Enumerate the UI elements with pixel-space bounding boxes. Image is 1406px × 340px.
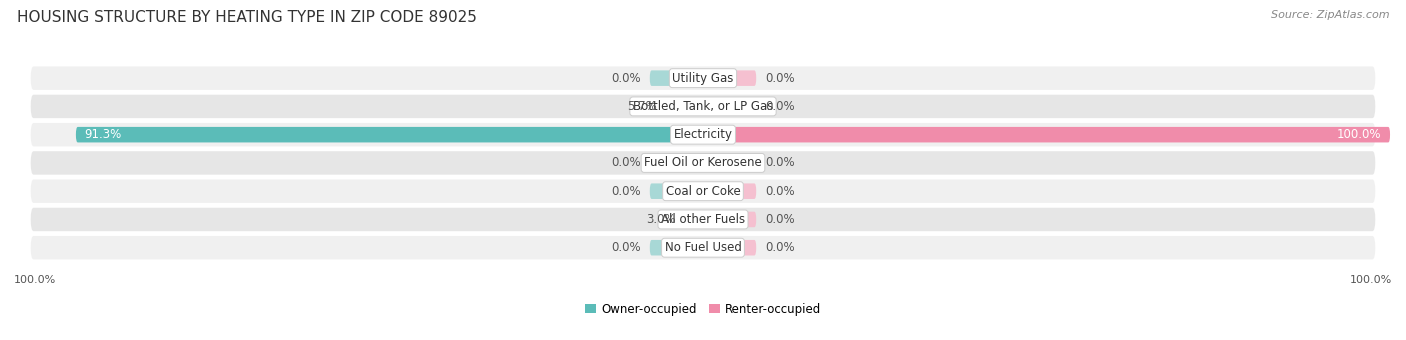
Text: 0.0%: 0.0%: [612, 185, 641, 198]
Text: 0.0%: 0.0%: [765, 213, 794, 226]
Text: HOUSING STRUCTURE BY HEATING TYPE IN ZIP CODE 89025: HOUSING STRUCTURE BY HEATING TYPE IN ZIP…: [17, 10, 477, 25]
FancyBboxPatch shape: [650, 70, 702, 86]
Text: 3.0%: 3.0%: [645, 213, 675, 226]
Text: Source: ZipAtlas.com: Source: ZipAtlas.com: [1271, 10, 1389, 20]
FancyBboxPatch shape: [76, 127, 702, 142]
FancyBboxPatch shape: [650, 183, 702, 199]
Text: Bottled, Tank, or LP Gas: Bottled, Tank, or LP Gas: [633, 100, 773, 113]
Text: 100.0%: 100.0%: [14, 275, 56, 285]
FancyBboxPatch shape: [650, 155, 702, 171]
FancyBboxPatch shape: [31, 123, 1375, 147]
Text: Fuel Oil or Kerosene: Fuel Oil or Kerosene: [644, 156, 762, 169]
FancyBboxPatch shape: [31, 151, 1375, 175]
Text: 0.0%: 0.0%: [765, 241, 794, 254]
FancyBboxPatch shape: [704, 240, 756, 255]
Text: Utility Gas: Utility Gas: [672, 72, 734, 85]
FancyBboxPatch shape: [650, 240, 702, 255]
FancyBboxPatch shape: [704, 155, 756, 171]
Text: 0.0%: 0.0%: [612, 241, 641, 254]
Text: 91.3%: 91.3%: [84, 128, 121, 141]
FancyBboxPatch shape: [31, 95, 1375, 118]
FancyBboxPatch shape: [31, 208, 1375, 231]
Text: 0.0%: 0.0%: [612, 156, 641, 169]
Text: 0.0%: 0.0%: [765, 100, 794, 113]
FancyBboxPatch shape: [704, 127, 1391, 142]
FancyBboxPatch shape: [685, 212, 702, 227]
FancyBboxPatch shape: [704, 212, 756, 227]
FancyBboxPatch shape: [704, 70, 756, 86]
Legend: Owner-occupied, Renter-occupied: Owner-occupied, Renter-occupied: [579, 298, 827, 321]
Text: 0.0%: 0.0%: [765, 185, 794, 198]
Text: 0.0%: 0.0%: [765, 72, 794, 85]
Text: No Fuel Used: No Fuel Used: [665, 241, 741, 254]
FancyBboxPatch shape: [31, 180, 1375, 203]
FancyBboxPatch shape: [704, 183, 756, 199]
Text: Electricity: Electricity: [673, 128, 733, 141]
Text: 100.0%: 100.0%: [1350, 275, 1392, 285]
Text: Coal or Coke: Coal or Coke: [665, 185, 741, 198]
Text: 0.0%: 0.0%: [765, 156, 794, 169]
Text: 100.0%: 100.0%: [1337, 128, 1382, 141]
FancyBboxPatch shape: [665, 99, 702, 114]
FancyBboxPatch shape: [31, 236, 1375, 259]
Text: 5.7%: 5.7%: [627, 100, 657, 113]
Text: All other Fuels: All other Fuels: [661, 213, 745, 226]
Text: 0.0%: 0.0%: [612, 72, 641, 85]
FancyBboxPatch shape: [704, 99, 756, 114]
FancyBboxPatch shape: [31, 66, 1375, 90]
